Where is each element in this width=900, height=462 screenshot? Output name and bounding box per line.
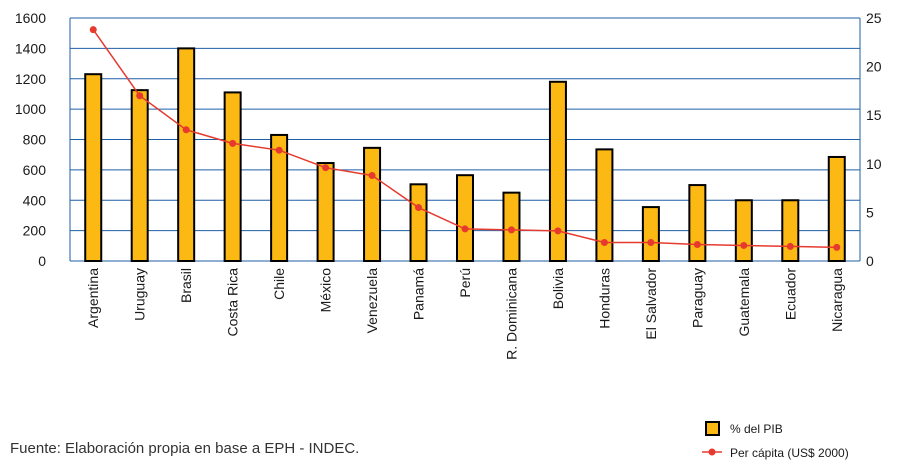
y-right-tick-label: 15 — [866, 107, 882, 123]
source-note: Fuente: Elaboración propia en base a EPH… — [10, 440, 360, 457]
x-tick-label: Perú — [457, 268, 473, 298]
x-tick-label: Uruguay — [132, 268, 148, 321]
line-series — [89, 26, 841, 251]
bar-guatemala — [734, 199, 753, 262]
point-chile — [275, 146, 283, 154]
y-right-tick-label: 0 — [866, 253, 874, 269]
point-m-xico — [322, 164, 330, 172]
x-tick-label: Panamá — [411, 268, 427, 320]
point-panam- — [415, 204, 423, 212]
y-left-tick-label: 800 — [23, 132, 47, 148]
point-r-dominicana — [507, 226, 515, 234]
bar-bolivia — [548, 80, 567, 262]
legend-bar-swatch — [705, 421, 720, 436]
x-tick-label: Guatemala — [736, 268, 752, 337]
point-paraguay — [693, 240, 701, 248]
y-left-tick-label: 1600 — [15, 10, 46, 26]
x-tick-label: Venezuela — [364, 268, 380, 334]
bar-ecuador — [781, 199, 800, 262]
y-right-tick-label: 20 — [866, 59, 882, 75]
y-left-tick-label: 0 — [38, 253, 46, 269]
bar-venezuela — [363, 146, 382, 262]
point-argentina — [89, 26, 97, 34]
y-left-tick-label: 1200 — [15, 71, 46, 87]
x-tick-label: Honduras — [596, 268, 612, 329]
x-tick-label: Argentina — [85, 268, 101, 328]
bar-argentina — [84, 73, 103, 262]
legend: % del PIB Per cápita (US$ 2000) — [702, 421, 849, 460]
x-tick-label: Costa Rica — [225, 268, 241, 337]
point-el-salvador — [647, 239, 655, 247]
y-right-tick-label: 25 — [866, 10, 882, 26]
y-axis-right: 0 5 10 15 20 25 — [866, 10, 882, 269]
point-uruguay — [136, 92, 144, 100]
x-tick-label: Bolivia — [550, 268, 566, 309]
y-left-tick-label: 400 — [23, 192, 47, 208]
y-right-tick-label: 5 — [866, 204, 874, 220]
bar-costa-rica — [223, 91, 242, 262]
point-bolivia — [554, 227, 562, 235]
legend-line-marker — [708, 448, 716, 456]
point-brasil — [182, 126, 190, 134]
bar-uruguay — [130, 89, 149, 262]
bar-paraguay — [688, 184, 707, 262]
legend-bar-label: % del PIB — [730, 422, 783, 436]
point-honduras — [600, 239, 608, 247]
bar-el-salvador — [641, 206, 660, 263]
point-nicaragua — [833, 243, 841, 251]
bar-panam- — [409, 183, 428, 263]
y-left-tick-label: 1400 — [15, 40, 46, 56]
bar-m-xico — [316, 162, 335, 262]
legend-line-label: Per cápita (US$ 2000) — [730, 446, 849, 460]
bar-honduras — [595, 148, 614, 262]
x-tick-label: Brasil — [178, 268, 194, 303]
bar-nicaragua — [827, 155, 846, 262]
point-costa-rica — [229, 139, 237, 147]
bar-per- — [456, 174, 474, 262]
point-guatemala — [740, 241, 748, 249]
x-tick-label: Paraguay — [689, 268, 705, 328]
x-tick-label: R. Dominicana — [503, 268, 519, 360]
x-tick-label: México — [318, 268, 334, 313]
x-tick-label: El Salvador — [643, 268, 659, 340]
bar-chile — [270, 133, 289, 263]
bar-brasil — [177, 47, 196, 262]
point-ecuador — [786, 242, 794, 250]
x-tick-label: Nicaragua — [829, 268, 845, 332]
point-per- — [461, 225, 469, 233]
grid — [69, 17, 861, 262]
point-venezuela — [368, 171, 376, 179]
y-right-tick-label: 10 — [866, 156, 882, 172]
y-axis-left: 0 200 400 600 800 1000 1200 1400 1600 — [15, 10, 46, 269]
x-tick-label: Chile — [271, 268, 287, 300]
y-left-tick-label: 600 — [23, 162, 47, 178]
x-tick-label: Ecuador — [782, 268, 798, 320]
y-left-tick-label: 200 — [23, 223, 47, 239]
x-axis: Argentina Uruguay Brasil Costa Rica Chile Méx… — [85, 268, 845, 360]
y-left-tick-label: 1000 — [15, 101, 46, 117]
bars — [84, 47, 846, 263]
